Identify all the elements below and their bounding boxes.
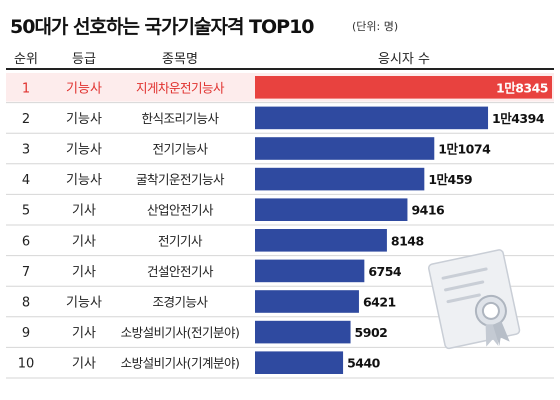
header-rank: 순위 <box>14 52 38 67</box>
grade-label: 기사 <box>72 234 96 249</box>
grade-label: 기사 <box>72 265 96 280</box>
data-label: 1만459 <box>428 172 472 187</box>
category-label: 소방설비기사(전기분야) <box>121 325 240 340</box>
data-label: 5902 <box>355 325 388 340</box>
bar <box>255 198 408 221</box>
grade-label: 기사 <box>72 204 96 219</box>
data-label: 1만8345 <box>496 80 548 95</box>
category-label: 소방설비기사(기계분야) <box>121 356 240 371</box>
category-label: 건설안전기사 <box>147 264 214 279</box>
rank-label: 1 <box>22 81 30 96</box>
header-grade: 등급 <box>72 52 96 67</box>
bar <box>255 259 365 283</box>
rank-label: 7 <box>22 265 30 280</box>
grade-label: 기능사 <box>66 296 102 311</box>
grade-label: 기능사 <box>66 112 102 127</box>
header-count: 응시자 수 <box>378 52 430 67</box>
certificate-icon <box>427 249 521 350</box>
rank-label: 8 <box>22 296 30 311</box>
header-name: 종목명 <box>162 52 198 67</box>
table-row: 9 기사 소방설비기사(전기분야) 5902 <box>6 320 554 348</box>
bar <box>255 167 425 191</box>
category-label: 산업안전기사 <box>147 203 214 218</box>
data-label: 1만1074 <box>438 142 491 157</box>
header-divider <box>6 68 554 70</box>
category-label: 굴착기운전기능사 <box>136 172 225 187</box>
table-row: 3 기능사 전기기능사 1만1074 <box>6 137 554 165</box>
rank-label: 4 <box>22 173 30 188</box>
data-label: 6754 <box>368 264 402 279</box>
grade-label: 기능사 <box>66 81 102 96</box>
bar <box>255 76 552 99</box>
bar <box>255 229 387 252</box>
rank-label: 9 <box>22 326 30 341</box>
category-label: 전기기사 <box>158 233 203 248</box>
data-label: 9416 <box>411 203 445 218</box>
category-label: 지게차운전기능사 <box>136 80 225 95</box>
rank-label: 5 <box>22 204 30 219</box>
grade-label: 기사 <box>72 357 96 372</box>
bar <box>255 106 489 130</box>
data-label: 8148 <box>391 233 424 248</box>
category-label: 조경기능사 <box>152 295 208 310</box>
table-row: 10 기사 소방설비기사(기계분야) 5440 <box>6 351 554 379</box>
bar <box>255 351 344 374</box>
table-row: 8 기능사 조경기능사 6421 <box>6 290 554 318</box>
table-row: 1 기능사 지게차운전기능사 1만8345 <box>6 73 554 104</box>
category-label: 한식조리기능사 <box>141 111 219 126</box>
category-label: 전기기능사 <box>152 142 208 157</box>
data-label: 5440 <box>347 356 381 371</box>
bar <box>255 320 351 344</box>
table-row: 6 기사 전기기사 8148 <box>6 229 554 257</box>
table-row: 2 기능사 한식조리기능사 1만4394 <box>6 106 554 134</box>
grade-label: 기능사 <box>66 143 102 158</box>
bar <box>255 137 435 160</box>
chart-title: 50대가 선호하는 국가기술자격 TOP10 <box>10 16 315 38</box>
table-row: 4 기능사 굴착기운전기능사 1만459 <box>6 167 554 195</box>
unit-label: (단위: 명) <box>352 20 399 33</box>
grade-label: 기능사 <box>66 173 102 188</box>
table-row: 5 기사 산업안전기사 9416 <box>6 198 554 226</box>
rank-label: 2 <box>22 112 30 127</box>
bar <box>255 290 359 313</box>
grade-label: 기사 <box>72 326 96 341</box>
data-label: 6421 <box>363 295 396 310</box>
rank-label: 6 <box>22 234 30 249</box>
rank-label: 3 <box>22 143 30 158</box>
data-label: 1만4394 <box>492 111 545 126</box>
rank-label: 10 <box>18 357 35 372</box>
